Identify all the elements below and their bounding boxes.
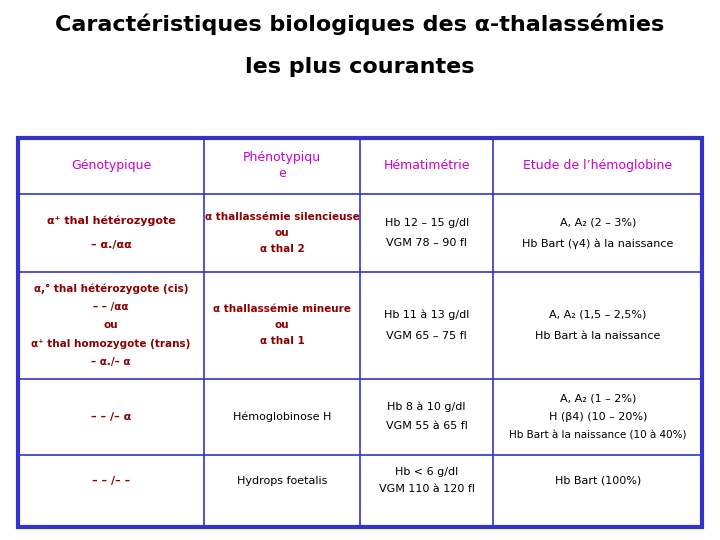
Text: Hb Bart (γ4) à la naissance: Hb Bart (γ4) à la naissance [522,239,673,249]
Text: ou: ou [275,228,289,238]
Text: A, A₂ (1 – 2%): A, A₂ (1 – 2%) [559,393,636,403]
Text: Caractéristiques biologiques des α-thalassémies: Caractéristiques biologiques des α-thala… [55,14,665,35]
Text: VGM 55 à 65 fl: VGM 55 à 65 fl [386,421,467,431]
Text: Génotypique: Génotypique [71,159,151,172]
Text: ou: ou [104,320,118,330]
Text: α⁺ thal homozygote (trans): α⁺ thal homozygote (trans) [32,339,191,349]
Text: Hb Bart à la naissance: Hb Bart à la naissance [535,331,660,341]
Text: les plus courantes: les plus courantes [246,57,474,77]
Text: α thal 2: α thal 2 [260,244,305,254]
Text: Hb 11 à 13 g/dl: Hb 11 à 13 g/dl [384,309,469,320]
Text: VGM 78 – 90 fl: VGM 78 – 90 fl [386,238,467,248]
Text: H (β4) (10 – 20%): H (β4) (10 – 20%) [549,411,647,422]
Text: – – /– –: – – /– – [92,476,130,486]
Text: Hb Bart à la naissance (10 à 40%): Hb Bart à la naissance (10 à 40%) [509,430,686,440]
Text: Phénotypiqu
e: Phénotypiqu e [243,151,321,180]
Text: – α./αα: – α./αα [91,240,131,250]
Text: α thallassémie silencieuse: α thallassémie silencieuse [204,212,359,222]
Text: VGM 65 – 75 fl: VGM 65 – 75 fl [387,331,467,341]
Text: Etude de l’hémoglobine: Etude de l’hémoglobine [523,159,672,172]
Bar [18,138,702,526]
Text: α thallassémie mineure: α thallassémie mineure [213,304,351,314]
Text: A, A₂ (1,5 – 2,5%): A, A₂ (1,5 – 2,5%) [549,309,647,320]
Text: Hb Bart (100%): Hb Bart (100%) [554,476,641,486]
Text: – – /αα: – – /αα [94,302,129,312]
Text: α,° thal hétérozygote (cis): α,° thal hétérozygote (cis) [34,284,188,294]
Text: ou: ou [275,320,289,330]
Text: α⁺ thal hétérozygote: α⁺ thal hétérozygote [47,216,176,226]
Text: A, A₂ (2 – 3%): A, A₂ (2 – 3%) [559,217,636,227]
Text: Hb 8 à 10 g/dl: Hb 8 à 10 g/dl [387,402,466,412]
Text: Hématimétrie: Hématimétrie [384,159,470,172]
Text: α thal 1: α thal 1 [260,336,305,347]
Text: Hémoglobinose H: Hémoglobinose H [233,411,331,422]
Text: Hydrops foetalis: Hydrops foetalis [237,476,327,486]
Text: Hb 12 – 15 g/dl: Hb 12 – 15 g/dl [384,218,469,228]
Text: – α./– α: – α./– α [91,357,131,367]
Text: VGM 110 à 120 fl: VGM 110 à 120 fl [379,484,474,495]
Text: – – /– α: – – /– α [91,411,131,422]
Text: Hb < 6 g/dl: Hb < 6 g/dl [395,467,459,477]
